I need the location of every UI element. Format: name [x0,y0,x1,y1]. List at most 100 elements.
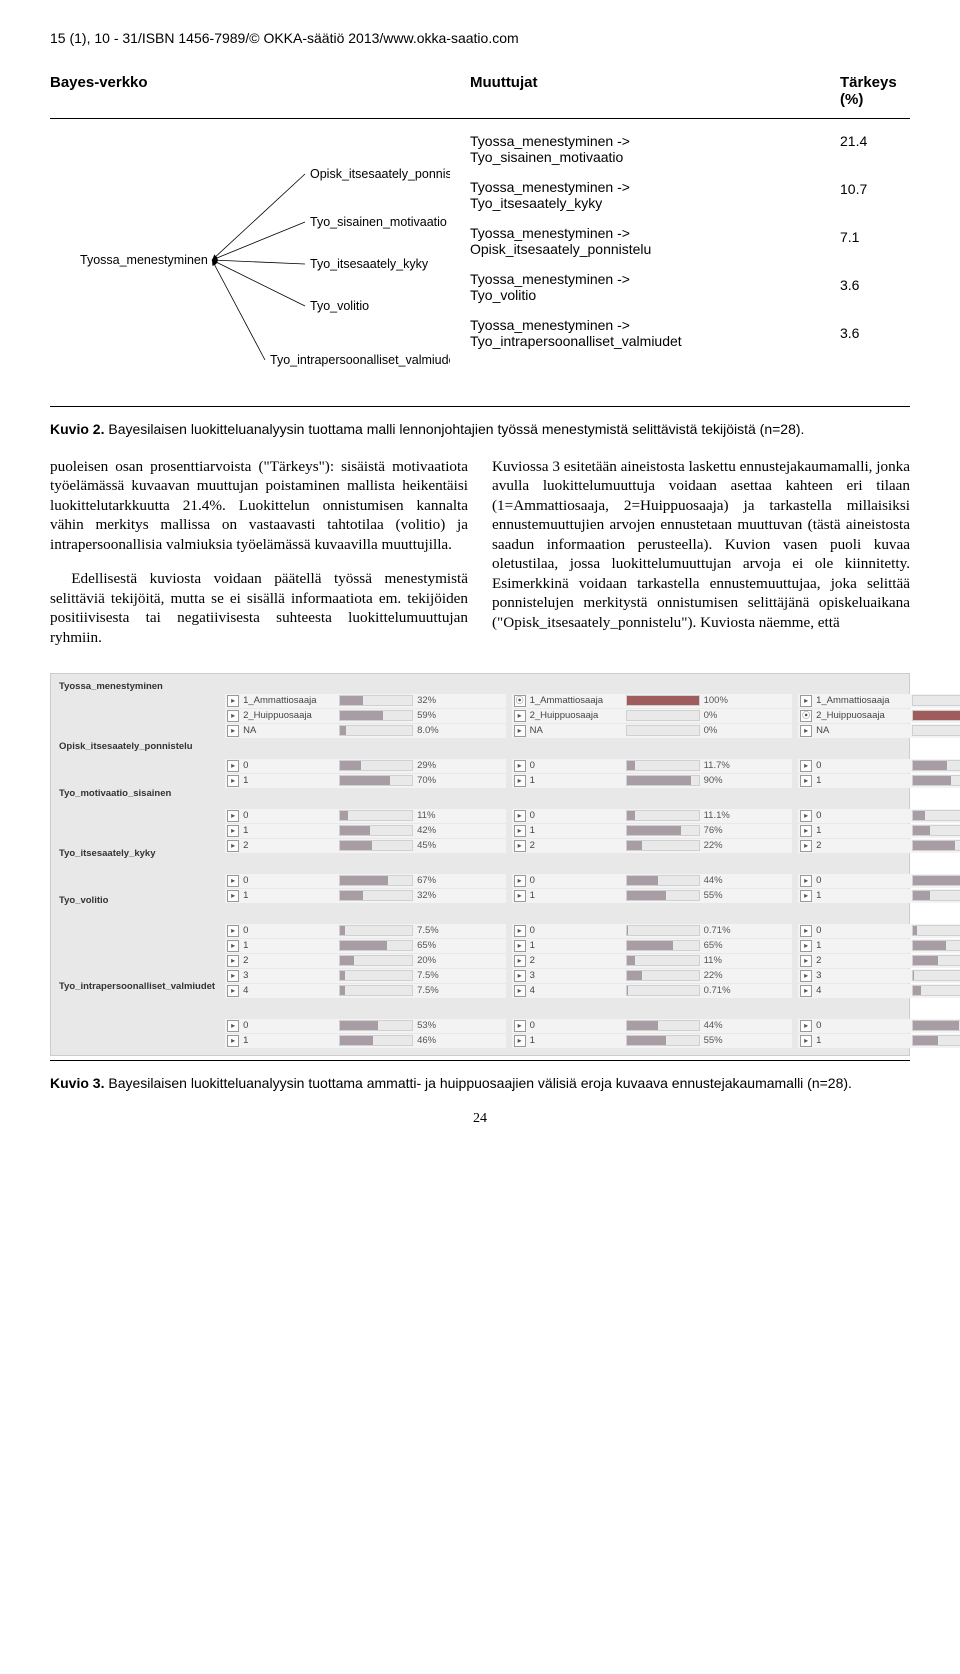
bar-track [339,970,413,981]
expand-icon: ▸ [227,775,239,787]
bar-row: ▸2_Huippuosaaja59% [225,709,506,723]
expand-icon: ▸ [227,925,239,937]
bar-value: 7.5% [417,985,451,996]
bar-track [339,725,413,736]
bar-row: ▸170% [225,774,506,788]
expand-icon: ▸ [800,985,812,997]
bar-track [626,940,700,951]
bar-row: ▸220% [225,954,506,968]
level-label: 2 [530,840,622,851]
bar-row: ▸1_Ammattiosaaja0% [798,694,960,708]
variable-name: Tyo_intrapersoonalliset_valmiudet [55,978,219,995]
bar-value: 32% [417,890,451,901]
bar-track [626,725,700,736]
bar-fill [340,761,361,770]
bar-fill [627,941,674,950]
bar-track [912,940,960,951]
variable-name: Tyossa_menestyminen [55,678,219,695]
bar-track [339,1020,413,1031]
level-label: 0 [530,925,622,936]
level-label: 2_Huippuosaaja [530,710,622,721]
level-label: 0 [816,925,908,936]
bar-track [912,955,960,966]
bar-row: ▸064% [798,1019,960,1033]
bar-value: 45% [417,840,451,851]
bar-track [626,875,700,886]
bar-row: ▸044% [512,874,793,888]
level-label: 0 [530,875,622,886]
level-label: 1 [530,940,622,951]
bar-row: ▸00.71% [512,924,793,938]
bar-row: ▸165% [512,939,793,953]
col-head-vars: Muuttujat [470,74,820,108]
variable-list: Tyossa_menestyminen -> Tyo_sisainen_moti… [470,133,820,396]
bar-fill [340,926,345,935]
level-label: 2 [243,955,335,966]
bar-track [912,1035,960,1046]
bar-track [626,955,700,966]
expand-icon: ▸ [514,840,526,852]
expand-icon: ▸ [800,775,812,787]
expand-icon: ▸ [800,695,812,707]
bar-row: ⦿2_Huippuosaaja100% [798,709,960,723]
bar-value: 11.1% [704,810,738,821]
figure-3-rule [50,1060,910,1061]
bar-row: ▸017% [798,809,960,823]
bar-fill [913,841,955,850]
level-label: 2_Huippuosaaja [243,710,335,721]
figure-2: Bayes-verkko Muuttujat Tärkeys (%) Tyoss… [50,74,910,437]
bar-fill [627,811,635,820]
level-label: 0 [816,810,908,821]
bar-value: 65% [417,940,451,951]
bar-fill [627,876,659,885]
bar-fill [913,711,960,720]
bar-value: 7.5% [417,970,451,981]
bar-track [339,840,413,851]
caption-text: Bayesilaisen luokitteluanalyysin tuottam… [104,421,804,437]
svg-text:Tyo_itsesaately_kyky: Tyo_itsesaately_kyky [310,257,429,271]
level-label: 1 [816,1035,908,1046]
bar-track [912,970,960,981]
level-label: NA [816,725,908,736]
bar-track [339,775,413,786]
variable-pair: Tyossa_menestyminen -> Tyo_intrapersoona… [470,317,820,349]
bar-row: ▸NA0% [512,724,793,738]
bar-row: ▸075% [798,874,960,888]
expand-icon: ▸ [514,875,526,887]
svg-text:Tyossa_menestyminen: Tyossa_menestyminen [80,253,208,267]
bar-row: ▸2_Huippuosaaja0% [512,709,793,723]
bar-row: ▸NA0% [798,724,960,738]
expand-icon: ▸ [227,760,239,772]
bar-row: ▸06.1% [798,924,960,938]
panel-huippuosaaja: ▸1_Ammattiosaaja0%⦿2_Huippuosaaja100%▸NA… [798,678,960,1051]
figure-rule-bottom [50,406,910,407]
expand-icon: ▸ [227,825,239,837]
bar-fill [913,776,950,785]
bar-track [912,810,960,821]
bar-row: ▸411% [798,984,960,998]
bar-track [912,825,960,836]
bar-value: 22% [704,840,738,851]
level-label: 0 [816,1020,908,1031]
expand-icon: ▸ [227,875,239,887]
bar-value: 11.7% [704,760,738,771]
bar-track [626,985,700,996]
bar-row: ▸165% [225,939,506,953]
bar-track [339,760,413,771]
expand-icon: ▸ [800,1035,812,1047]
expand-icon: ▸ [514,940,526,952]
bar-track [912,760,960,771]
bar-fill [340,986,345,995]
variable-pair: Tyossa_menestyminen -> Opisk_itsesaately… [470,225,820,257]
bar-track [912,725,960,736]
level-label: 1 [243,775,335,786]
bar-value: 8.0% [417,725,451,736]
expand-icon: ▸ [800,840,812,852]
bar-value: 11% [417,810,451,821]
bar-value: 0% [704,725,738,736]
col-head-imp: Tärkeys (%) [840,74,910,108]
bar-fill [340,696,363,705]
bar-track [626,1020,700,1031]
bar-track [626,970,700,981]
bar-track [626,840,700,851]
